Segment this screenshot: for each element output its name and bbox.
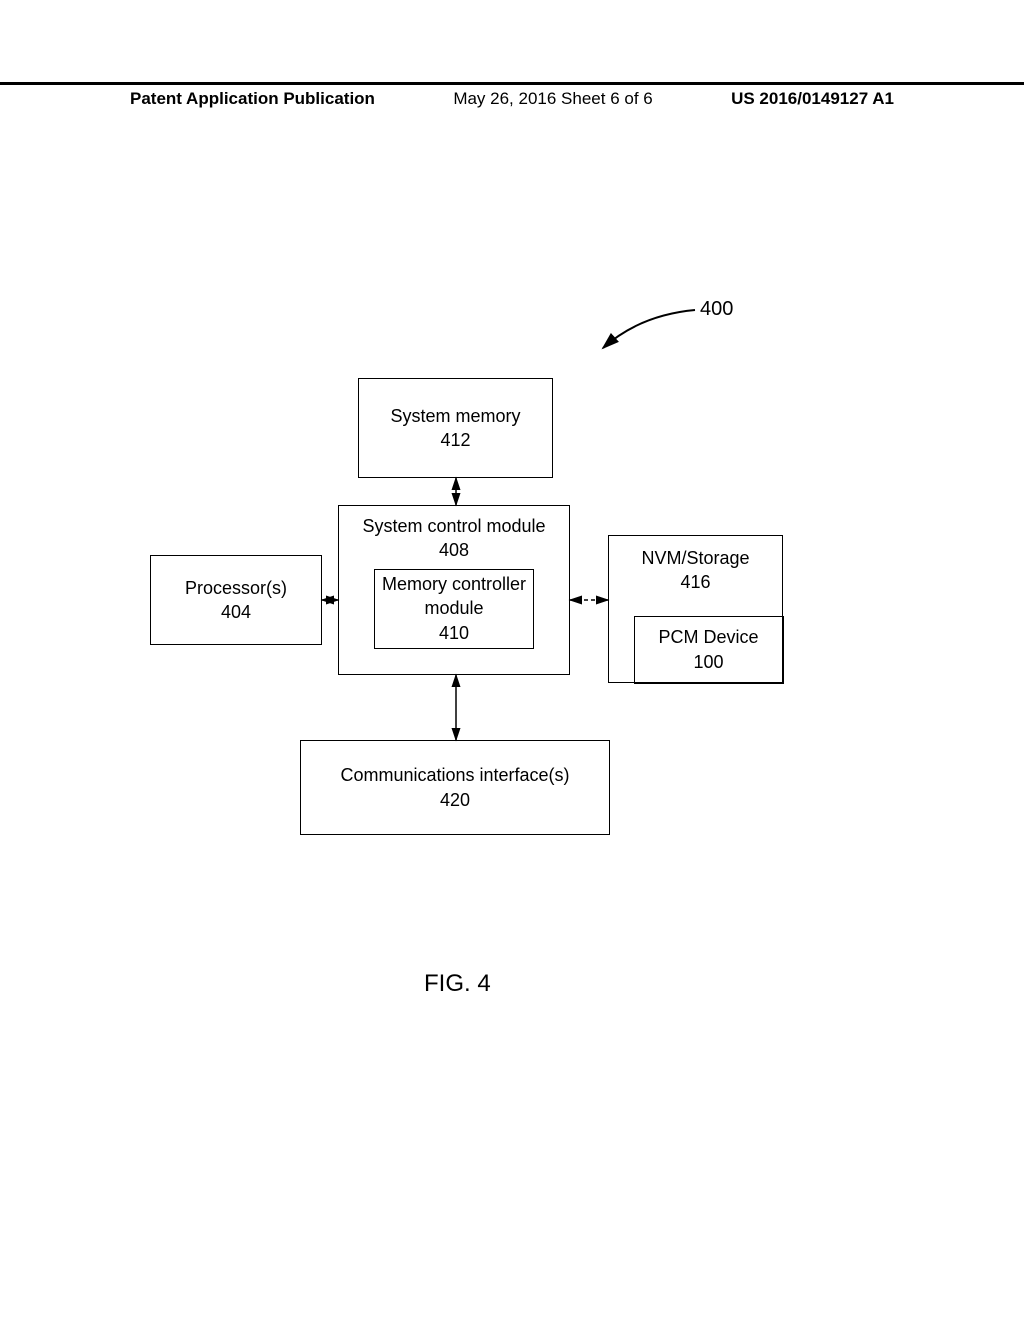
node-label: Communications interface(s) [340, 763, 569, 787]
figure-diagram: System memory 412 Processor(s) 404 Syste… [0, 0, 1024, 1320]
node-number: 420 [440, 788, 470, 812]
node-system-control-module: System control module 408 Memory control… [338, 505, 570, 675]
node-memory-controller-module: Memory controller module 410 [374, 569, 534, 649]
node-label: System memory [390, 404, 520, 428]
node-nvm-storage: NVM/Storage 416 PCM Device 100 [608, 535, 783, 683]
node-number: 416 [609, 570, 782, 594]
node-pcm-device: PCM Device 100 [634, 616, 784, 684]
node-label: Memory controller module [375, 572, 533, 621]
ref-arrow-400 [603, 310, 695, 348]
ref-number-400: 400 [700, 298, 733, 321]
node-system-memory: System memory 412 [358, 378, 553, 478]
node-label: PCM Device [658, 625, 758, 649]
node-number: 404 [221, 600, 251, 624]
node-processors: Processor(s) 404 [150, 555, 322, 645]
node-label: System control module [339, 514, 569, 538]
node-communications-interfaces: Communications interface(s) 420 [300, 740, 610, 835]
node-number: 410 [439, 621, 469, 645]
node-number: 412 [440, 428, 470, 452]
node-number: 408 [339, 538, 569, 562]
figure-label: FIG. 4 [424, 970, 491, 998]
node-label: NVM/Storage [609, 546, 782, 570]
node-label: Processor(s) [185, 576, 287, 600]
node-number: 100 [693, 650, 723, 674]
